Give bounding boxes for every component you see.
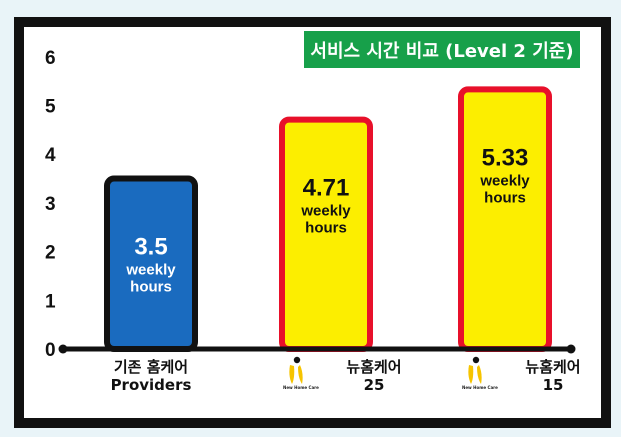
axis-end-dot [566, 344, 576, 354]
y-tick-label: 0 [45, 340, 56, 361]
x-category-label: 뉴홈케어 15 [525, 358, 581, 394]
bar-unit-label: hours [305, 220, 347, 237]
bar [458, 86, 552, 353]
chart-title: 서비스 시간 비교 (Level 2 기준) [304, 31, 580, 68]
y-tick-label: 2 [45, 243, 56, 264]
y-tick-label: 1 [45, 291, 56, 312]
bar-value-label: 3.5 [134, 234, 167, 261]
bar-value-label: 5.33 [482, 144, 529, 171]
bar-unit-label: weekly [125, 262, 176, 279]
new-home-care-logo-icon: New Home Care [462, 356, 498, 396]
new-home-care-logo-icon: New Home Care [283, 356, 319, 396]
y-tick-label: 6 [45, 48, 56, 69]
x-category-label: 기존 홈케어 Providers [110, 358, 192, 394]
axis-end-dot [58, 344, 68, 354]
bar-unit-label: hours [130, 279, 172, 296]
bar-unit-label: weekly [300, 203, 351, 220]
bar-unit-label: hours [484, 189, 526, 206]
y-tick-label: 5 [45, 97, 56, 118]
y-tick-label: 4 [45, 145, 56, 166]
x-category-label: 뉴홈케어 25 [346, 358, 402, 394]
bar-value-label: 4.71 [303, 175, 350, 202]
bar-unit-label: weekly [479, 172, 530, 189]
y-tick-label: 3 [45, 194, 56, 215]
